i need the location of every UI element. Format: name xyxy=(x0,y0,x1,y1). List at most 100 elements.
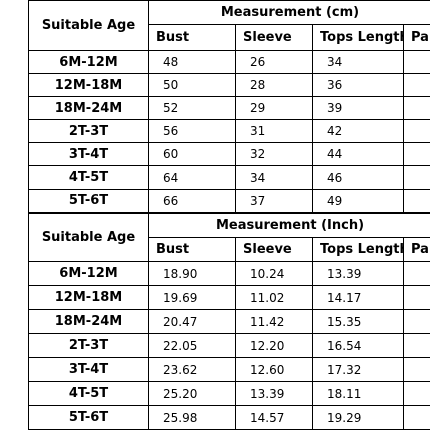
value-cell: 49 xyxy=(312,188,404,213)
header-cell: Par xyxy=(403,24,430,51)
header-cell: Par xyxy=(402,237,430,262)
empty-cell xyxy=(403,49,430,75)
table-row: 2T-3T 56 31 42 xyxy=(28,119,430,144)
value-cell: 31 xyxy=(235,119,313,144)
header-cell: Suitable Age xyxy=(28,0,149,51)
header-cell: Bust xyxy=(148,24,236,51)
value-cell: 64 xyxy=(148,165,236,190)
table-row: 4T-5T 64 34 46 xyxy=(28,165,430,190)
value-cell: 39 xyxy=(312,96,404,121)
value-cell: 18.90 xyxy=(148,261,236,286)
table-row: 18M-24M 52 29 39 xyxy=(28,96,430,121)
table-row: 18M-24M 20.47 11.42 15.35 xyxy=(28,309,430,334)
empty-cell xyxy=(402,309,430,334)
value-cell: 66 xyxy=(148,188,236,213)
empty-cell xyxy=(402,381,430,406)
header-cell: Bust xyxy=(148,237,236,262)
empty-cell xyxy=(402,405,430,430)
value-cell: 13.39 xyxy=(235,381,313,406)
header-cell: Tops Length xyxy=(312,237,404,262)
header-row: Suitable Age Measurement (cm) xyxy=(28,0,430,51)
value-cell: 14.17 xyxy=(312,285,404,310)
value-cell: 11.42 xyxy=(235,309,313,334)
value-cell: 23.62 xyxy=(148,357,236,382)
age-cell: 5T-6T xyxy=(28,405,149,430)
header-cell: Suitable Age xyxy=(28,213,149,262)
table-row: 5T-6T 25.98 14.57 19.29 xyxy=(28,405,430,430)
header-cell: Sleeve xyxy=(235,24,313,51)
value-cell: 60 xyxy=(148,142,236,167)
table-row: 3T-4T 23.62 12.60 17.32 xyxy=(28,357,430,382)
value-cell: 46 xyxy=(312,165,404,190)
age-cell: 3T-4T xyxy=(28,142,149,167)
value-cell: 19.29 xyxy=(312,405,404,430)
empty-cell xyxy=(403,165,430,190)
age-cell: 6M-12M xyxy=(28,261,149,286)
value-cell: 14.57 xyxy=(235,405,313,430)
empty-cell xyxy=(403,96,430,121)
age-cell: 18M-24M xyxy=(28,96,149,121)
value-cell: 20.47 xyxy=(148,309,236,334)
age-cell: 6M-12M xyxy=(28,49,149,75)
value-cell: 26 xyxy=(235,49,313,75)
age-cell: 12M-18M xyxy=(28,73,149,98)
age-cell: 5T-6T xyxy=(28,188,149,213)
header-cell: Sleeve xyxy=(235,237,313,262)
value-cell: 37 xyxy=(235,188,313,213)
age-cell: 12M-18M xyxy=(28,285,149,310)
value-cell: 34 xyxy=(235,165,313,190)
empty-cell xyxy=(403,188,430,213)
header-group: Measurement (Inch) xyxy=(147,213,430,238)
empty-cell xyxy=(402,357,430,382)
value-cell: 36 xyxy=(312,73,404,98)
value-cell: 48 xyxy=(148,49,236,75)
table-row: 6M-12M 18.90 10.24 13.39 xyxy=(28,261,430,286)
empty-cell xyxy=(403,73,430,98)
age-cell: 4T-5T xyxy=(28,165,149,190)
value-cell: 10.24 xyxy=(235,261,313,286)
value-cell: 17.32 xyxy=(312,357,404,382)
value-cell: 34 xyxy=(312,49,404,75)
value-cell: 28 xyxy=(235,73,313,98)
value-cell: 16.54 xyxy=(312,333,404,358)
age-cell: 4T-5T xyxy=(28,381,149,406)
value-cell: 13.39 xyxy=(312,261,404,286)
empty-cell xyxy=(403,119,430,144)
value-cell: 42 xyxy=(312,119,404,144)
value-cell: 18.11 xyxy=(312,381,404,406)
empty-cell xyxy=(402,333,430,358)
value-cell: 25.20 xyxy=(148,381,236,406)
value-cell: 56 xyxy=(148,119,236,144)
value-cell: 12.60 xyxy=(235,357,313,382)
header-cell: Tops Length xyxy=(312,24,404,51)
value-cell: 25.98 xyxy=(148,405,236,430)
size-table: Suitable Age Measurement (Inch) Bust Sleeve… xyxy=(28,213,430,430)
table-row: 12M-18M 19.69 11.02 14.17 xyxy=(28,285,430,310)
table-row: 4T-5T 25.20 13.39 18.11 xyxy=(28,381,430,406)
value-cell: 52 xyxy=(148,96,236,121)
age-cell: 2T-3T xyxy=(28,119,149,144)
empty-cell xyxy=(402,261,430,286)
table-row: 5T-6T 66 37 49 xyxy=(28,188,430,213)
table-row: 3T-4T 60 32 44 xyxy=(28,142,430,167)
value-cell: 32 xyxy=(235,142,313,167)
age-cell: 2T-3T xyxy=(28,333,149,358)
size-table: Suitable Age Measurement (cm) Bust Sleeve To… xyxy=(28,0,430,213)
value-cell: 22.05 xyxy=(148,333,236,358)
age-cell: 3T-4T xyxy=(28,357,149,382)
value-cell: 29 xyxy=(235,96,313,121)
empty-cell xyxy=(403,142,430,167)
value-cell: 44 xyxy=(312,142,404,167)
table-row: 12M-18M 50 28 36 xyxy=(28,73,430,98)
empty-cell xyxy=(402,285,430,310)
value-cell: 12.20 xyxy=(235,333,313,358)
age-cell: 18M-24M xyxy=(28,309,149,334)
header-row: Suitable Age Measurement (Inch) xyxy=(28,213,430,262)
value-cell: 19.69 xyxy=(148,285,236,310)
value-cell: 15.35 xyxy=(312,309,404,334)
value-cell: 50 xyxy=(148,73,236,98)
header-group: Measurement (cm) xyxy=(148,0,430,25)
value-cell: 11.02 xyxy=(235,285,313,310)
